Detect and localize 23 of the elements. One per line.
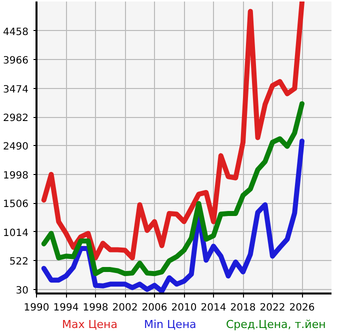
- y-tick-label: 1506: [3, 199, 29, 210]
- y-tick-label: 1998: [3, 170, 29, 182]
- text: Сред.Цена, т.йен: [226, 317, 326, 331]
- y-tick-label: 3966: [3, 56, 29, 67]
- x-tick-label: 2014: [200, 302, 226, 314]
- x-tick-label: 1994: [53, 302, 79, 314]
- y-tick-label: 3474: [3, 84, 29, 96]
- text: Max Цена: [62, 317, 118, 331]
- y-tick-label: 2490: [3, 142, 29, 153]
- x-tick-label: 1998: [82, 302, 108, 314]
- y-tick-label: 4458: [3, 26, 29, 38]
- x-tick-label: 2026: [289, 302, 315, 314]
- y-tick-label: 30: [16, 285, 29, 296]
- x-tick-label: 2002: [112, 302, 138, 314]
- x-tick-label: 1990: [24, 302, 50, 314]
- x-tick-label: 2018: [230, 302, 256, 314]
- y-tick-label: 522: [9, 256, 29, 268]
- x-tick-label: 2006: [142, 302, 168, 314]
- text: Min Цена: [144, 317, 196, 331]
- y-tick-label: 2982: [3, 113, 29, 124]
- y-tick-label: 1014: [3, 228, 29, 239]
- x-tick-label: 2010: [171, 302, 197, 314]
- x-tick-label: 2022: [260, 302, 286, 314]
